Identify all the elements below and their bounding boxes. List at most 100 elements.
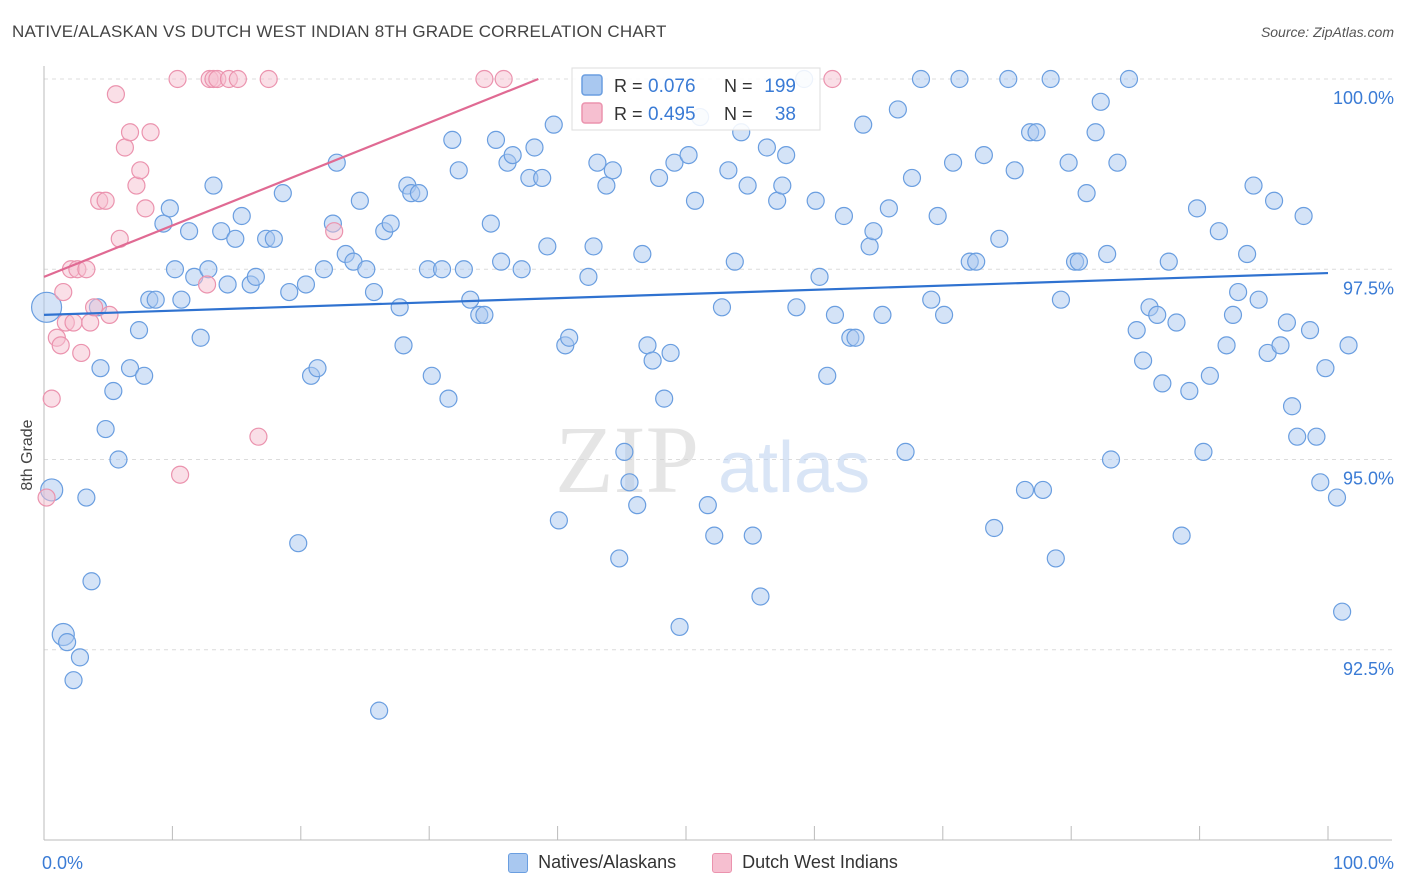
natives-alaskans-point-191 (1327, 488, 1347, 507)
natives-alaskans-point-90 (633, 244, 652, 264)
natives-alaskans-point-3 (58, 633, 77, 652)
natives-alaskans-point-107 (738, 176, 757, 195)
natives-alaskans-point-136 (950, 69, 969, 89)
natives-alaskans-point-85 (603, 161, 622, 180)
dutch-west-indians-point-19 (120, 123, 140, 142)
natives-alaskans-point-184 (1282, 397, 1302, 416)
natives-alaskans-point-89 (628, 496, 647, 515)
stats-r-label-pink: R = (614, 104, 643, 124)
natives-alaskans-point-40 (308, 359, 327, 378)
natives-alaskans-point-146 (1027, 123, 1046, 142)
natives-alaskans-point-61 (443, 130, 462, 149)
natives-alaskans-point-187 (1300, 321, 1320, 340)
natives-alaskans-point-139 (974, 146, 993, 165)
dutch-west-indians-point-25 (171, 465, 190, 484)
legend-label-dutch-west-indians: Dutch West Indians (742, 852, 898, 872)
natives-alaskans-point-147 (1033, 480, 1053, 500)
natives-alaskans-point-101 (698, 496, 717, 515)
natives-alaskans-point-30 (232, 206, 251, 226)
y-axis: 8th Grade 100.0% 97.5% 95.0% 92.5% (19, 66, 1394, 840)
natives-alaskans-point-97 (670, 617, 689, 637)
natives-alaskans-point-186 (1294, 206, 1313, 226)
natives-alaskans-point-60 (439, 389, 458, 408)
dutch-west-indians-point-32 (249, 427, 268, 446)
bottom-legend: Natives/Alaskans Dutch West Indians (0, 852, 1406, 873)
natives-alaskans-point-167 (1167, 313, 1186, 332)
natives-alaskans-point-7 (82, 572, 101, 591)
natives-alaskans-point-78 (549, 511, 568, 530)
natives-alaskans-point-116 (806, 191, 825, 210)
gridlines (44, 78, 1392, 651)
natives-alaskans-point-178 (1244, 176, 1263, 195)
natives-alaskans-point-133 (928, 206, 947, 226)
y-tick-labels: 100.0% 97.5% 95.0% 92.5% (1333, 88, 1394, 679)
natives-alaskans-point-172 (1200, 366, 1219, 385)
dutch-west-indians-point-0 (37, 488, 56, 507)
dutch-west-indians-point-37 (823, 69, 842, 89)
natives-alaskans-point-144 (1015, 480, 1035, 500)
natives-alaskans-point-59 (432, 260, 452, 279)
natives-alaskans-point-21 (172, 290, 191, 309)
natives-alaskans-point-126 (873, 305, 892, 325)
natives-alaskans-point-190 (1316, 359, 1335, 378)
natives-alaskans-point-135 (943, 153, 963, 172)
natives-alaskans-point-171 (1194, 442, 1213, 461)
natives-alaskans-point-162 (1134, 351, 1153, 370)
natives-alaskans-point-131 (911, 69, 931, 89)
natives-alaskans-point-108 (743, 526, 762, 545)
stats-n-value-blue: 199 (764, 76, 796, 97)
natives-alaskans-point-109 (751, 587, 770, 606)
natives-alaskans-point-175 (1223, 305, 1243, 325)
natives-alaskans-point-17 (146, 290, 165, 309)
natives-alaskans-point-81 (579, 267, 598, 286)
natives-alaskans-point-4 (64, 671, 83, 690)
stats-n-label-blue: N = (724, 76, 753, 96)
natives-alaskans-point-20 (165, 260, 185, 279)
stats-r-value-pink: 0.495 (648, 104, 696, 125)
natives-alaskans-point-188 (1307, 427, 1326, 446)
natives-alaskans-point-138 (967, 252, 986, 271)
natives-alaskans-point-130 (902, 168, 922, 188)
natives-alaskans-point-148 (1041, 69, 1060, 89)
stats-swatch-blue (581, 74, 603, 96)
dutch-west-indians-point-14 (96, 191, 115, 210)
dutch-west-indians-point-24 (168, 69, 187, 89)
dutch-west-indians-point-15 (100, 305, 119, 325)
legend-item-natives-alaskans[interactable]: Natives/Alaskans (508, 852, 676, 873)
dutch-west-indians-point-4 (54, 282, 73, 302)
natives-alaskans-point-67 (481, 214, 500, 233)
natives-alaskans-point-88 (620, 473, 639, 492)
natives-alaskans-point-141 (990, 229, 1009, 248)
stats-n-label-pink: N = (724, 104, 753, 124)
trend-line-natives-alaskans (43, 271, 1329, 317)
natives-alaskans-point-98 (679, 146, 698, 165)
natives-alaskans-point-112 (773, 176, 792, 195)
dutch-west-indians-point-35 (475, 69, 494, 89)
legend-item-dutch-west-indians[interactable]: Dutch West Indians (712, 852, 898, 873)
natives-alaskans-point-51 (381, 214, 400, 233)
natives-alaskans-point-169 (1180, 381, 1199, 401)
natives-alaskans-point-36 (280, 282, 299, 302)
x-tick-label-min: 0.0% (42, 853, 83, 873)
legend-label-natives-alaskans: Natives/Alaskans (538, 852, 677, 872)
watermark-atlas: atlas (718, 428, 870, 508)
dutch-west-indians-point-20 (127, 176, 146, 195)
dutch-west-indians-point-11 (81, 313, 100, 332)
natives-alaskans-point-25 (199, 260, 218, 279)
dutch-west-indians-point-16 (106, 85, 126, 104)
natives-alaskans-point-182 (1271, 336, 1290, 355)
natives-alaskans-point-113 (777, 146, 796, 165)
natives-alaskans-point-92 (643, 351, 662, 370)
natives-alaskans-point-24 (191, 328, 210, 347)
natives-alaskans-point-114 (787, 298, 806, 317)
natives-alaskans-point-128 (888, 100, 907, 119)
natives-alaskans-point-173 (1209, 222, 1228, 241)
natives-alaskans-point-103 (712, 298, 732, 317)
x-axis-ticks (43, 826, 1329, 840)
natives-alaskans-point-48 (364, 282, 384, 302)
natives-alaskans-point-165 (1153, 374, 1172, 393)
natives-alaskans-point-96 (665, 153, 684, 172)
natives-alaskans-point-161 (1127, 321, 1146, 340)
natives-alaskans-point-27 (212, 222, 231, 241)
natives-alaskans-point-63 (454, 260, 473, 279)
